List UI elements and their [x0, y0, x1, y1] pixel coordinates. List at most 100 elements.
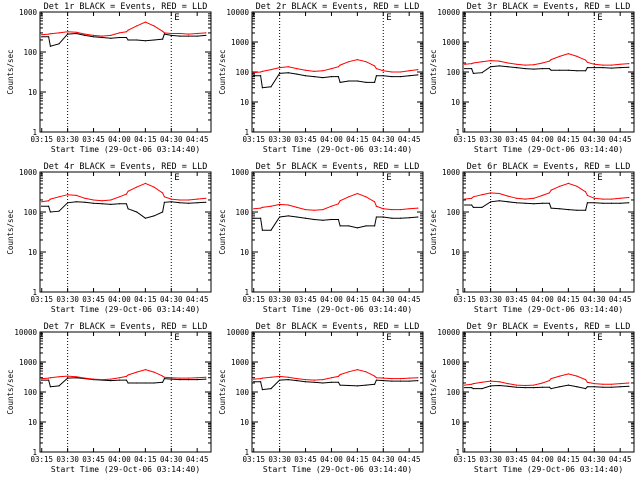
- x-tick-label: 03:15: [453, 455, 476, 464]
- y-axis-label: Counts/sec: [429, 369, 438, 414]
- events-data-point: [576, 209, 578, 211]
- events-data-point: [118, 379, 121, 381]
- x-tick-label: 03:30: [56, 295, 79, 304]
- lld-data-point: [481, 381, 483, 383]
- lld-data-point: [58, 376, 60, 378]
- lld-data-point: [136, 371, 138, 373]
- y-tick-label: 10: [28, 88, 38, 97]
- lld-data-point: [270, 69, 272, 71]
- events-data-point: [170, 201, 172, 203]
- events-data-point: [408, 217, 410, 219]
- x-tick-label: 03:15: [242, 135, 265, 144]
- events-data-point: [602, 386, 604, 388]
- y-tick-label: 1000: [19, 8, 38, 17]
- lld-data-point: [365, 371, 367, 373]
- events-data-point: [365, 384, 367, 386]
- lld-data-point: [602, 64, 604, 66]
- lld-data-point: [67, 31, 69, 33]
- lld-data-point: [515, 384, 518, 386]
- events-data-point: [391, 217, 393, 219]
- lld-data-point: [92, 199, 95, 201]
- lld-data-point: [498, 60, 500, 62]
- y-tick-label: 10000: [14, 328, 37, 337]
- events-data-point: [260, 381, 262, 383]
- events-data-point: [548, 68, 551, 70]
- e-marker-label: E: [597, 13, 602, 23]
- y-tick-label: 1000: [231, 358, 250, 367]
- x-tick-label: 04:45: [186, 295, 209, 304]
- events-data-point: [187, 379, 190, 381]
- events-series-line: [253, 215, 418, 231]
- lld-data-point: [330, 205, 333, 207]
- events-data-point: [533, 203, 535, 205]
- events-data-point: [356, 227, 358, 229]
- lld-data-point: [279, 67, 281, 69]
- events-data-point: [339, 225, 341, 227]
- lld-data-point: [610, 383, 613, 385]
- events-data-point: [110, 380, 112, 382]
- events-data-point: [550, 207, 552, 209]
- events-data-point: [399, 217, 402, 219]
- lld-data-point: [304, 69, 307, 71]
- lld-data-point: [179, 199, 181, 201]
- lld-data-point: [337, 203, 339, 205]
- events-data-point: [260, 75, 262, 77]
- lld-data-point: [348, 371, 350, 373]
- y-tick-label: 10: [240, 248, 250, 257]
- lld-data-point: [118, 196, 121, 198]
- events-data-point: [541, 386, 544, 388]
- lld-data-point: [49, 198, 52, 200]
- lld-series-line: [41, 21, 206, 37]
- lld-data-point: [304, 379, 307, 381]
- lld-data-point: [399, 71, 402, 73]
- x-tick-label: 03:15: [242, 295, 265, 304]
- events-data-point: [322, 219, 324, 221]
- lld-series-line: [253, 59, 418, 74]
- lld-data-point: [270, 205, 272, 207]
- events-data-point: [348, 384, 350, 387]
- lld-data-point: [110, 378, 112, 380]
- events-data-point: [586, 202, 589, 204]
- lld-data-point: [101, 200, 103, 202]
- events-data-point: [330, 76, 333, 78]
- events-data-point: [296, 73, 298, 75]
- events-data-point: [417, 216, 419, 218]
- events-data-point: [507, 201, 509, 203]
- lld-data-point: [533, 384, 535, 386]
- lld-data-point: [610, 64, 613, 66]
- lld-data-point: [163, 376, 165, 378]
- lld-data-point: [127, 190, 129, 192]
- events-data-point: [187, 35, 190, 37]
- x-tick-label: 04:00: [108, 295, 131, 304]
- events-data-point: [187, 202, 190, 204]
- lld-data-point: [260, 207, 262, 209]
- x-tick-label: 04:00: [108, 135, 131, 144]
- e-marker-label: E: [174, 333, 179, 343]
- lld-data-point: [498, 192, 500, 195]
- events-data-point: [567, 209, 570, 211]
- lld-data-point: [559, 185, 561, 187]
- lld-data-point: [187, 377, 190, 379]
- lld-data-point: [548, 192, 551, 194]
- lld-data-point: [125, 375, 127, 377]
- lld-data-point: [417, 69, 419, 71]
- lld-data-point: [472, 383, 474, 385]
- events-data-point: [163, 378, 165, 380]
- events-data-point: [304, 75, 307, 77]
- lld-data-point: [101, 379, 103, 381]
- events-data-point: [576, 386, 578, 388]
- y-axis-label: Counts/sec: [429, 49, 438, 94]
- lld-data-point: [585, 191, 587, 193]
- lld-data-point: [628, 196, 630, 199]
- plot-title: Det 5r BLACK = Events, RED = LLD: [256, 162, 420, 172]
- plot-title: Det 9r BLACK = Events, RED = LLD: [467, 322, 631, 332]
- y-tick-label: 1: [32, 448, 37, 457]
- x-tick-label: 03:15: [453, 135, 476, 144]
- events-data-point: [279, 72, 281, 74]
- events-data-point: [408, 75, 410, 77]
- y-tick-label: 1000: [19, 168, 38, 177]
- events-data-point: [261, 87, 263, 89]
- lld-data-point: [170, 32, 172, 35]
